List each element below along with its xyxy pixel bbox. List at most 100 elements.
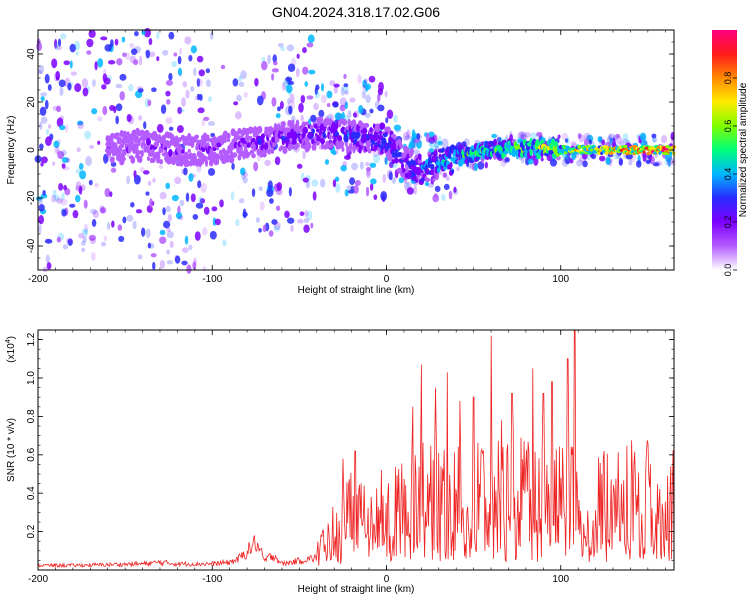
spectrogram-cell xyxy=(139,167,145,173)
spectrogram-cell xyxy=(128,83,134,92)
spectrogram-cell xyxy=(56,45,62,51)
spectrogram-cell xyxy=(109,191,113,198)
spectrogram-cell xyxy=(178,215,184,221)
spectrogram-cell xyxy=(122,216,127,224)
spectrogram-cell xyxy=(78,185,83,195)
spectrogram-cell xyxy=(94,182,99,188)
spectrogram-cell xyxy=(339,97,347,107)
spectrogram-cell xyxy=(78,232,85,239)
spectrogram-cell xyxy=(66,237,73,244)
spectrogram-cell xyxy=(529,132,538,140)
spectrogram-cell xyxy=(66,157,71,163)
spectrogram-cell xyxy=(207,96,213,102)
spectrogram-cell xyxy=(569,158,574,164)
spectrogram-ridge-cell xyxy=(113,142,118,148)
spectrogram-cell xyxy=(255,217,261,223)
spectrogram-cell xyxy=(456,166,461,172)
spectrogram-y-axis-label: Frequency (Hz) xyxy=(6,116,17,185)
spectrogram-cell xyxy=(54,38,58,49)
spectrogram-cell xyxy=(51,58,58,69)
spectrogram-cell xyxy=(109,39,114,48)
colorbar-tick-label: 0.6 xyxy=(723,120,733,133)
spectrogram-ridge-cell xyxy=(416,174,420,180)
spectrogram-cell xyxy=(288,105,293,115)
spectrogram-ridge-cell xyxy=(302,126,309,135)
spectrogram-cell xyxy=(171,60,178,68)
spectrogram-cell xyxy=(102,105,108,116)
spectrogram-cell xyxy=(84,228,89,237)
spectrogram-cell xyxy=(319,178,326,188)
spectrogram-cell xyxy=(314,90,320,99)
spectrogram-cell xyxy=(279,101,284,110)
spectrogram-cell xyxy=(504,157,510,163)
spectrogram-cell xyxy=(608,133,616,142)
spectrogram-ridge-cell xyxy=(337,135,343,142)
spectrogram-cell xyxy=(40,92,48,97)
spectrogram-cell xyxy=(276,106,281,112)
spectrogram-cell xyxy=(434,193,438,198)
spectrogram-cell xyxy=(586,156,591,161)
spectrogram-cell xyxy=(405,182,410,189)
spectrogram-cell xyxy=(230,191,235,201)
spectrogram-cell xyxy=(582,160,588,168)
spectrogram-cell xyxy=(277,42,284,48)
spectrogram-cell xyxy=(188,54,193,62)
spectrogram-cell xyxy=(311,179,319,187)
spectrogram-ridge-cell xyxy=(301,132,306,138)
spectrogram-cell xyxy=(622,138,629,144)
snr-x-tick-label: 0 xyxy=(384,574,390,585)
spectrogram-cell xyxy=(234,111,242,120)
spectrogram-cell xyxy=(197,180,202,189)
spectrogram-cell xyxy=(166,260,174,265)
spectrogram-cell xyxy=(214,218,221,226)
spectrogram-cell xyxy=(565,136,570,145)
spectrogram-ridge-cell xyxy=(218,149,223,156)
spectrogram-cell xyxy=(61,208,67,217)
figure-title: GN04.2024.318.17.02.G06 xyxy=(271,4,441,20)
spectrogram-cell xyxy=(287,97,291,105)
spectrogram-cell xyxy=(519,131,527,140)
spectrogram-ridge-cell xyxy=(259,150,264,158)
spectrogram-cell xyxy=(280,46,285,52)
spectrogram-cell xyxy=(177,106,182,115)
spectrogram-cell xyxy=(79,163,84,170)
spectrogram-cell xyxy=(159,259,165,269)
spectrogram-ridge-cell xyxy=(325,140,329,146)
spectrogram-cell xyxy=(63,60,70,66)
snr-x-tick-label: -100 xyxy=(202,574,222,585)
spectrogram-cell xyxy=(284,210,290,219)
spectrogram-cell xyxy=(271,219,278,225)
spectrogram-ridge-cell xyxy=(187,148,191,153)
spectrogram-cell xyxy=(241,173,245,180)
spectrogram-cell xyxy=(256,95,264,106)
spectrogram-cell xyxy=(318,109,325,118)
spectrogram-cell xyxy=(148,37,153,46)
spectrogram-cell xyxy=(349,177,356,186)
spectrogram-cell xyxy=(440,194,446,202)
spectrogram-ridge-cell xyxy=(622,144,628,149)
spectrogram-ridge-cell xyxy=(430,163,435,170)
spectrogram-cell xyxy=(159,191,167,200)
spectrogram-cell xyxy=(92,79,96,87)
snr-y-ticks: 0.2 0.4 0.6 0.8 1.0 1.2 xyxy=(26,329,674,571)
spectrogram-ridge-cell xyxy=(441,147,445,153)
spectrogram-cell xyxy=(398,177,405,184)
spectrogram-ridge-cell xyxy=(438,153,442,159)
spectrogram-cell xyxy=(115,115,119,125)
spectrogram-ridge-cell xyxy=(661,148,665,153)
spectrogram-cell xyxy=(52,161,56,166)
spectrogram-ridge-cell xyxy=(226,132,231,139)
spectrogram-ridge-cell xyxy=(145,138,152,146)
spectrogram-cell xyxy=(165,117,173,125)
spectrogram-cell xyxy=(326,103,331,108)
spectrogram-cell xyxy=(628,159,633,166)
spectrogram-ridge-cell xyxy=(282,146,288,151)
spectrogram-cell xyxy=(642,153,647,162)
spectrogram-ridge-cell xyxy=(204,159,209,166)
spectrogram-cell xyxy=(363,78,368,85)
spectrogram-cell xyxy=(351,162,359,171)
spectrogram-cell xyxy=(194,231,201,241)
spectrogram-ridge-cell xyxy=(287,119,292,127)
spectrogram-ridge-cell xyxy=(401,152,407,158)
spectrogram-cell xyxy=(40,162,44,167)
